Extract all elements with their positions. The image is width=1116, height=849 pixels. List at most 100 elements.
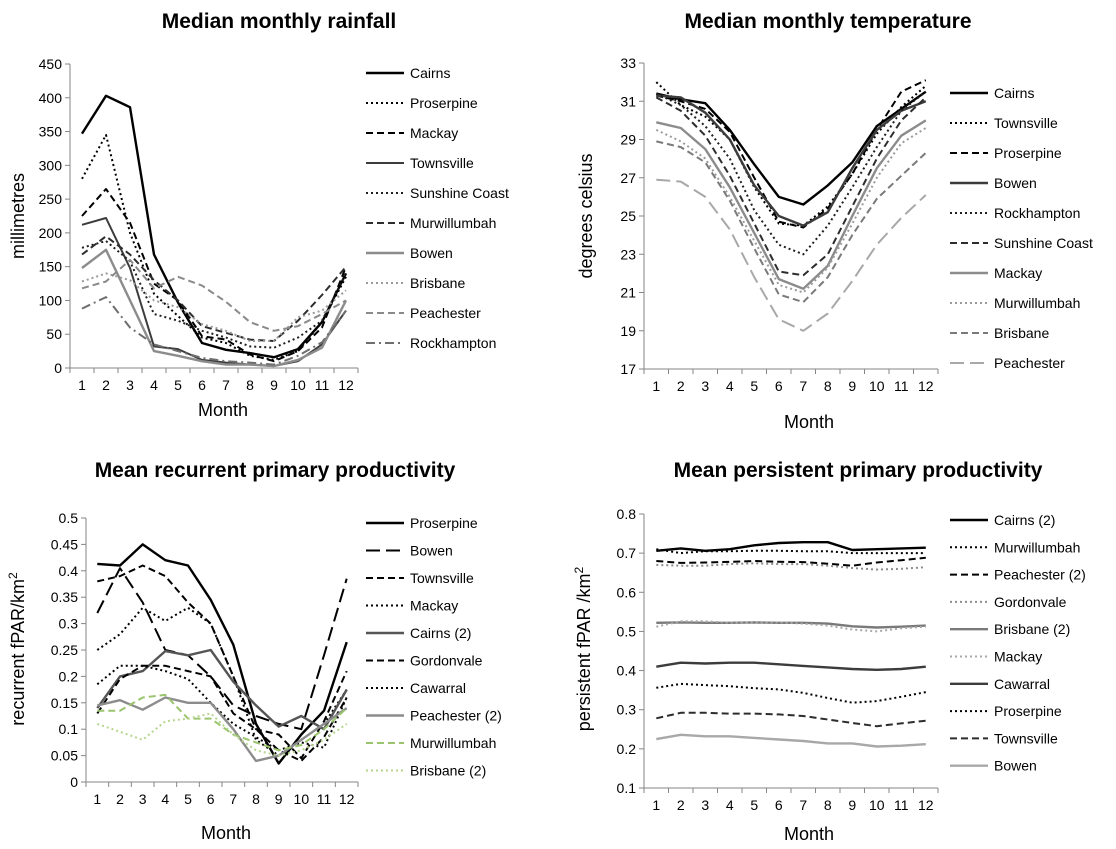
chart2-x-tick-label: 1 — [93, 791, 101, 807]
chart2-y-tick-label: 0.25 — [51, 642, 78, 658]
chart3-legend-label-murwillumbah: Murwillumbah — [994, 539, 1080, 555]
chart1-x-tick-label: 1 — [652, 378, 660, 394]
chart1-legend-label-townsville: Townsville — [994, 115, 1058, 131]
chart1-series-mackay — [656, 119, 927, 290]
chart0-x-tick-label: 5 — [174, 377, 182, 393]
chart1-x-tick-label: 7 — [799, 378, 807, 394]
rainfall-chart-panel: Median monthly rainfall millimetres Mont… — [0, 0, 558, 424]
persistent-productivity-chart-panel: Mean persistent primary productivity per… — [558, 424, 1116, 849]
rainfall-chart-title: Median monthly rainfall — [162, 10, 397, 33]
chart1-x-tick-label: 5 — [750, 378, 758, 394]
chart3-y-tick-label: 0.8 — [617, 506, 637, 522]
recurrent-productivity-chart-panel: Mean recurrent primary productivity recu… — [0, 424, 558, 849]
chart3-series-townsville — [656, 711, 926, 728]
chart3-series-bowen — [656, 733, 926, 748]
chart1-series-proserpine — [656, 79, 927, 229]
chart0-legend-label-peachester: Peachester — [410, 305, 481, 321]
recurrent-y-axis-label: recurrent fPAR/km2 — [6, 572, 28, 726]
chart0-x-tick-label: 9 — [270, 377, 278, 393]
chart0-series-mackay — [81, 188, 347, 363]
chart3-y-tick-label: 0.7 — [617, 545, 637, 561]
persistent-productivity-chart-title: Mean persistent primary productivity — [674, 459, 1043, 482]
chart2-series-mackay — [96, 606, 348, 757]
chart2-legend-label-cairns-2: Cairns (2) — [410, 625, 471, 641]
chart2-series-cawarral — [96, 664, 348, 752]
chart2-y-tick-label: 0.35 — [51, 589, 78, 605]
chart3-y-tick-label: 0.4 — [617, 663, 637, 679]
chart1-x-tick-label: 6 — [775, 378, 783, 394]
chart0-y-tick-label: 200 — [39, 225, 63, 241]
persistent-y-axis-label-superscript: 2 — [572, 566, 586, 573]
chart3-series-cawarral — [656, 661, 926, 672]
chart2-x-tick-label: 2 — [116, 791, 124, 807]
chart2-y-tick-label: 0.1 — [59, 721, 79, 737]
chart1-x-tick-label: 2 — [677, 378, 685, 394]
chart0-x-tick-label: 10 — [290, 377, 306, 393]
chart0-series-peachester — [81, 258, 347, 332]
chart0-y-tick-label: 400 — [39, 90, 63, 106]
chart1-x-tick-label: 12 — [918, 378, 934, 394]
chart0-legend-label-rockhampton: Rockhampton — [410, 335, 496, 351]
chart1-legend-label-sunshine-coast: Sunshine Coast — [994, 235, 1093, 251]
chart3-y-tick-label: 0.3 — [617, 702, 637, 718]
chart1-series-sunshine-coast — [655, 96, 927, 277]
rainfall-x-axis-label: Month — [198, 400, 248, 420]
chart2-series-peachester-2 — [97, 696, 348, 763]
chart2-y-tick-label: 0.05 — [51, 748, 78, 764]
chart0-legend-label-proserpine: Proserpine — [410, 95, 478, 111]
chart0-series-sunshine-coast — [81, 240, 347, 349]
persistent-y-axis-label-text: persistent fPAR /km — [574, 573, 594, 731]
chart0-y-tick-label: 100 — [39, 292, 63, 308]
chart3-legend-label-townsville: Townsville — [994, 730, 1058, 746]
chart0-x-tick-label: 11 — [315, 377, 330, 393]
chart2-y-tick-label: 0 — [70, 774, 78, 790]
chart3-y-tick-label: 0.2 — [617, 741, 637, 757]
chart1-y-tick-label: 31 — [620, 93, 636, 109]
chart2-y-tick-label: 0.2 — [59, 668, 79, 684]
chart2-y-tick-label: 0.3 — [59, 616, 79, 632]
temperature-x-axis-label: Month — [784, 412, 834, 432]
chart1-series-bowen — [656, 94, 927, 227]
chart2-x-tick-label: 9 — [275, 791, 283, 807]
chart2-x-tick-label: 11 — [317, 791, 332, 807]
chart0-x-tick-label: 3 — [126, 377, 134, 393]
chart0-series-murwillumbah — [81, 235, 347, 342]
rainfall-y-axis-label: millimetres — [8, 173, 28, 259]
chart0-legend-label-mackay: Mackay — [410, 125, 458, 141]
temperature-chart: Median monthly temperature degrees celsi… — [576, 10, 1093, 432]
chart0-x-tick-label: 4 — [150, 377, 158, 393]
chart0-series-brisbane — [81, 272, 347, 342]
chart0-y-tick-label: 300 — [39, 157, 63, 173]
persistent-productivity-chart: Mean persistent primary productivity per… — [572, 459, 1086, 844]
chart3-legend-label-bowen: Bowen — [994, 758, 1037, 774]
chart2-legend-label-bowen: Bowen — [410, 543, 453, 559]
chart0-x-tick-label: 1 — [78, 377, 86, 393]
chart1-series-townsville — [655, 81, 927, 227]
chart3-series-mackay — [656, 620, 926, 633]
chart0-legend-label-townsville: Townsville — [410, 155, 474, 171]
chart1-series-rockhampton — [655, 90, 927, 256]
chart1-y-tick-label: 17 — [620, 361, 636, 377]
chart0-y-tick-label: 350 — [39, 124, 63, 140]
chart1-x-tick-label: 3 — [701, 378, 709, 394]
chart1-y-tick-label: 27 — [620, 170, 636, 186]
chart0-x-tick-label: 7 — [222, 377, 230, 393]
chart1-legend-label-brisbane: Brisbane — [994, 325, 1049, 341]
chart3-x-tick-label: 4 — [726, 797, 734, 813]
chart0-y-tick-label: 450 — [39, 56, 63, 72]
chart0-x-tick-label: 8 — [246, 377, 254, 393]
chart1-legend-label-rockhampton: Rockhampton — [994, 205, 1080, 221]
chart0-series-bowen — [81, 248, 348, 368]
chart2-legend-label-murwillumbah: Murwillumbah — [410, 735, 496, 751]
chart0-y-tick-label: 250 — [39, 191, 63, 207]
chart0-legend-label-bowen: Bowen — [410, 245, 453, 261]
rainfall-chart: Median monthly rainfall millimetres Mont… — [8, 10, 509, 420]
chart2-legend-label-brisbane-2: Brisbane (2) — [410, 763, 486, 779]
chart2-y-tick-label: 0.4 — [59, 563, 79, 579]
chart2-y-tick-label: 0.15 — [51, 695, 78, 711]
chart1-legend-label-cairns: Cairns — [994, 85, 1034, 101]
recurrent-y-axis-label-superscript: 2 — [6, 572, 20, 579]
chart0-legend-label-sunshine-coast: Sunshine Coast — [410, 185, 509, 201]
chart3-x-tick-label: 12 — [918, 797, 934, 813]
chart0-y-tick-label: 150 — [39, 259, 63, 275]
